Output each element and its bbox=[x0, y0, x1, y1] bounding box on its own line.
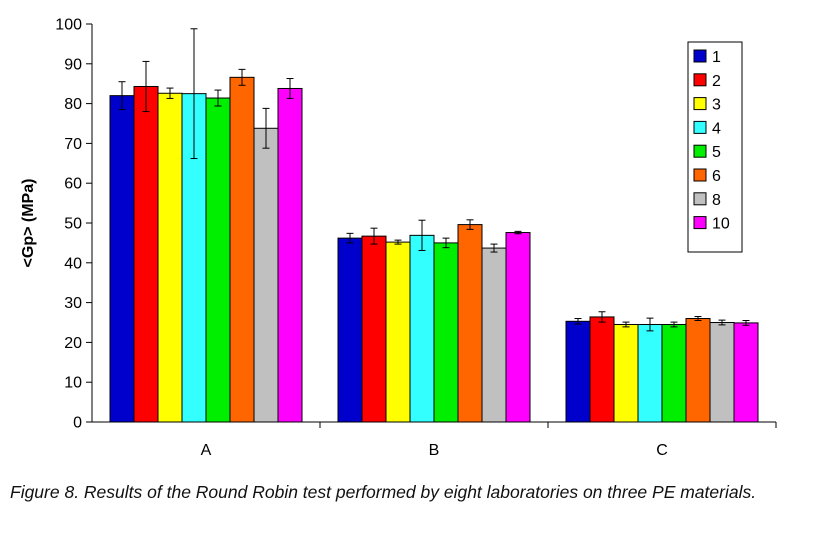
legend-swatch-5 bbox=[693, 144, 707, 158]
bar-6-B bbox=[457, 224, 483, 423]
legend-swatch-8 bbox=[693, 192, 707, 206]
legend-label-10: 10 bbox=[712, 216, 730, 233]
bar-5-A bbox=[205, 97, 231, 423]
legend-swatch-6 bbox=[693, 168, 707, 182]
x-tick-label: A bbox=[201, 442, 212, 459]
legend-swatch-2 bbox=[693, 73, 707, 87]
bar-8-C bbox=[709, 322, 735, 423]
legend-swatch-1 bbox=[693, 49, 707, 63]
y-tick-label: 20 bbox=[64, 335, 82, 352]
bar-1-B bbox=[337, 237, 363, 423]
bar-6-A bbox=[229, 76, 255, 423]
y-tick-label: 80 bbox=[64, 96, 82, 113]
bar-4-B bbox=[409, 234, 435, 423]
y-tick-label: 70 bbox=[64, 136, 82, 153]
y-tick-label: 0 bbox=[73, 415, 82, 432]
chart: 0 10 20 30 40 50 60 70 80 90 100 <Gp> (MPa) A B C 1 2 3 4 5… bbox=[20, 17, 777, 459]
y-tick-label: 40 bbox=[64, 255, 82, 272]
bar-1-A bbox=[109, 95, 135, 423]
y-tick-label: 60 bbox=[64, 176, 82, 193]
bar-3-C bbox=[613, 323, 639, 423]
bar-8-A bbox=[253, 127, 279, 423]
legend-swatch-10 bbox=[693, 216, 707, 230]
legend-swatch-3 bbox=[693, 97, 707, 111]
bar-2-C bbox=[589, 316, 615, 423]
bar-5-B bbox=[433, 242, 459, 423]
y-tick-label: 30 bbox=[64, 295, 82, 312]
bar-2-B bbox=[361, 235, 387, 423]
bar-5-C bbox=[661, 323, 687, 423]
y-tick-label: 50 bbox=[64, 216, 82, 233]
x-tick-label: C bbox=[656, 442, 668, 459]
x-tick-label: B bbox=[429, 442, 440, 459]
y-axis-title: <Gp> (MPa) bbox=[20, 179, 37, 268]
bar-8-B bbox=[481, 247, 507, 423]
bar-2-A bbox=[133, 85, 159, 423]
y-tick-label: 10 bbox=[64, 375, 82, 392]
legend-swatch-4 bbox=[693, 120, 707, 134]
legend-label-4: 4 bbox=[712, 120, 721, 137]
bar-10-C bbox=[733, 322, 759, 423]
bar-4-C bbox=[637, 323, 663, 423]
bar-1-C bbox=[565, 320, 591, 423]
y-tick-label: 90 bbox=[64, 56, 82, 73]
bar-3-B bbox=[385, 241, 411, 423]
y-tick-label: 100 bbox=[55, 17, 82, 34]
legend-label-3: 3 bbox=[712, 97, 721, 114]
bar-chart-svg: 0 10 20 30 40 50 60 70 80 90 100 <Gp> (MPa) A B C 1 2 3 4 5… bbox=[20, 17, 777, 459]
legend-label-8: 8 bbox=[712, 192, 721, 209]
legend-label-6: 6 bbox=[712, 168, 721, 185]
bar-3-A bbox=[157, 92, 183, 423]
figure-caption: Figure 8. Results of the Round Robin tes… bbox=[10, 482, 757, 502]
bar-10-B bbox=[505, 232, 531, 423]
bar-10-A bbox=[277, 87, 303, 423]
legend-label-2: 2 bbox=[712, 73, 721, 90]
legend-label-5: 5 bbox=[712, 144, 721, 161]
legend-label-1: 1 bbox=[712, 49, 721, 66]
bar-6-C bbox=[685, 318, 711, 423]
